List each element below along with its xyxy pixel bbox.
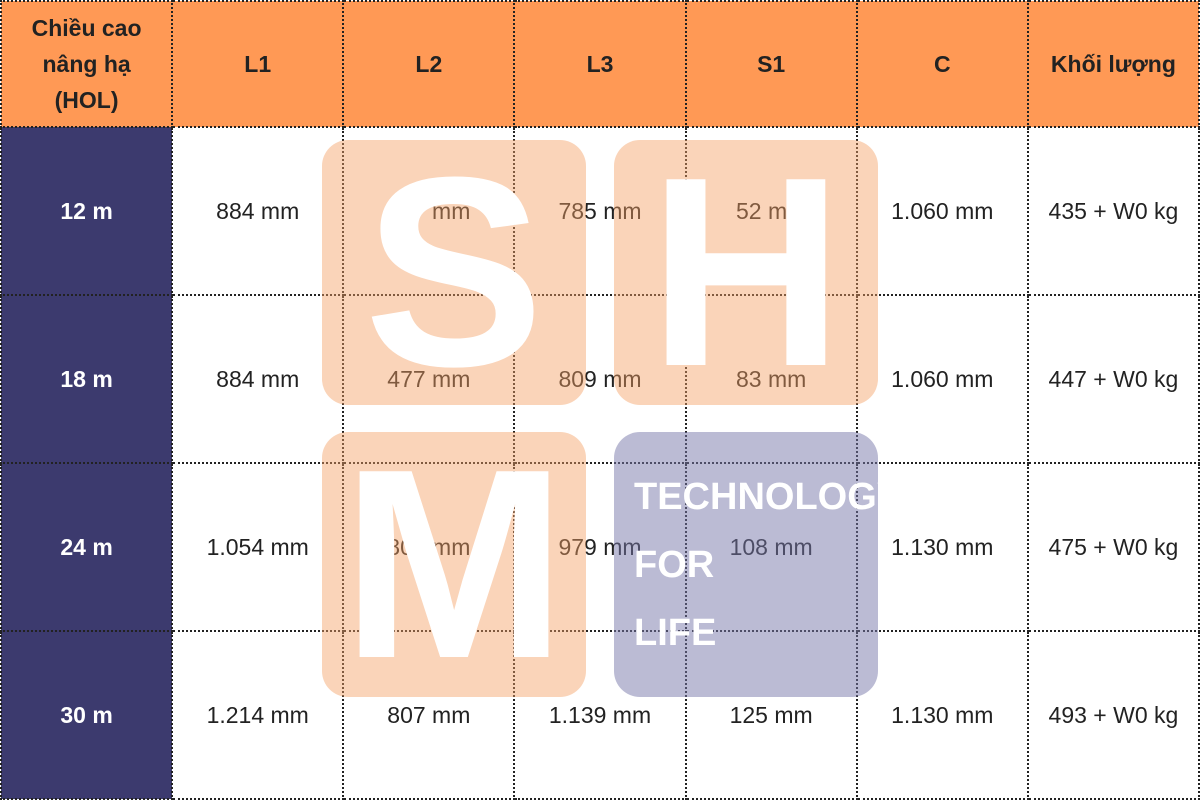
header-cell: Chiều cao nâng hạ (HOL) xyxy=(0,0,174,128)
header-cell: S1 xyxy=(684,0,858,128)
table-cell: 435 + W0 kg xyxy=(1026,126,1200,296)
header-cell: L3 xyxy=(513,0,687,128)
table-cell: 785 mm xyxy=(513,126,687,296)
table-cell: 83 mm xyxy=(684,294,858,464)
table-cell: 807 mm xyxy=(342,462,516,632)
header-cell: C xyxy=(855,0,1029,128)
table-row: 12 m 884 mm 477 mm 785 mm 52 mm 1.060 mm 435 +… xyxy=(0,126,1200,296)
table-cell: 979 mm xyxy=(513,462,687,632)
row-header-cell: 30 m xyxy=(0,630,174,800)
table-cell: 477 mm xyxy=(342,294,516,464)
table-cell: 1.130 mm xyxy=(855,462,1029,632)
header-cell: Khối lượng xyxy=(1026,0,1200,128)
table-cell: 1.060 mm xyxy=(855,294,1029,464)
table-cell: 1.060 mm xyxy=(855,126,1029,296)
table-cell: 1.139 mm xyxy=(513,630,687,800)
table-cell: 125 mm xyxy=(684,630,858,800)
table-cell: 108 mm xyxy=(684,462,858,632)
table-cell: 884 mm xyxy=(171,294,345,464)
table-cell: 1.130 mm xyxy=(855,630,1029,800)
table-cell: 884 mm xyxy=(171,126,345,296)
table-row: 30 m 1.214 mm 807 mm 1.139 mm 125 mm 1.130 mm… xyxy=(0,630,1200,800)
table-cell: 1.214 mm xyxy=(171,630,345,800)
table-cell: 477 mm xyxy=(342,126,516,296)
row-header-cell: 24 m xyxy=(0,462,174,632)
header-cell: L2 xyxy=(342,0,516,128)
table-cell: 493 + W0 kg xyxy=(1026,630,1200,800)
table-cell: 447 + W0 kg xyxy=(1026,294,1200,464)
table-cell: 807 mm xyxy=(342,630,516,800)
table-cell: 52 mm xyxy=(684,126,858,296)
table-cell: 809 mm xyxy=(513,294,687,464)
table-row: 18 m 884 mm 477 mm 809 mm 83 mm 1.060 mm 447 +… xyxy=(0,294,1200,464)
table-cell: 475 + W0 kg xyxy=(1026,462,1200,632)
table-body: 12 m 884 mm 477 mm 785 mm 52 mm 1.060 mm 435 +… xyxy=(0,126,1200,800)
row-header-cell: 12 m xyxy=(0,126,174,296)
row-header-cell: 18 m xyxy=(0,294,174,464)
header-cell: L1 xyxy=(171,0,345,128)
header-row: Chiều cao nâng hạ (HOL) L1 L2 L3 S1 C Khối lượ… xyxy=(0,0,1200,128)
table-row: 24 m 1.054 mm 807 mm 979 mm 108 mm 1.130 mm 47… xyxy=(0,462,1200,632)
table-cell: 1.054 mm xyxy=(171,462,345,632)
